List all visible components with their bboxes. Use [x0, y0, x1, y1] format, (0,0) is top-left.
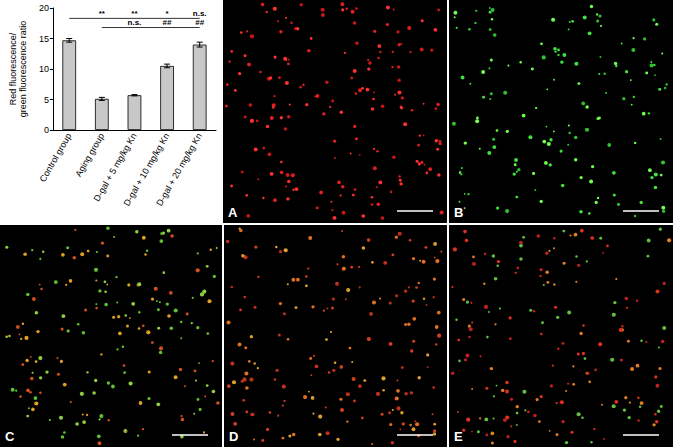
svg-text:A: A: [228, 205, 238, 220]
svg-text:20: 20: [39, 3, 49, 13]
svg-text:B: B: [454, 205, 463, 220]
svg-text:**: **: [99, 9, 106, 18]
svg-text:5: 5: [44, 95, 49, 105]
svg-text:Red fluorescence/: Red fluorescence/: [8, 32, 18, 105]
svg-text:D-gal + 5 mg/kg Kn: D-gal + 5 mg/kg Kn: [91, 131, 139, 204]
svg-text:Control group: Control group: [38, 131, 74, 183]
svg-text:n.s.: n.s.: [193, 9, 207, 18]
svg-text:D-gal + 10 mg/kg Kn: D-gal + 10 mg/kg Kn: [121, 131, 172, 208]
svg-text:green fluorescence ratio: green fluorescence ratio: [18, 21, 28, 118]
svg-text:##: ##: [163, 18, 172, 27]
svg-text:**: **: [131, 9, 138, 18]
svg-text:##: ##: [195, 18, 204, 27]
svg-text:Aging group: Aging group: [73, 131, 106, 178]
svg-text:D-gal + 20 mg/kg Kn: D-gal + 20 mg/kg Kn: [154, 131, 204, 207]
svg-text:10: 10: [39, 64, 49, 74]
svg-text:15: 15: [39, 34, 49, 44]
svg-text:E: E: [454, 429, 463, 444]
svg-text:C: C: [5, 429, 15, 444]
svg-text:*: *: [166, 9, 170, 18]
svg-text:D: D: [229, 429, 238, 444]
svg-text:0: 0: [44, 125, 49, 135]
svg-text:n.s.: n.s.: [128, 18, 142, 27]
